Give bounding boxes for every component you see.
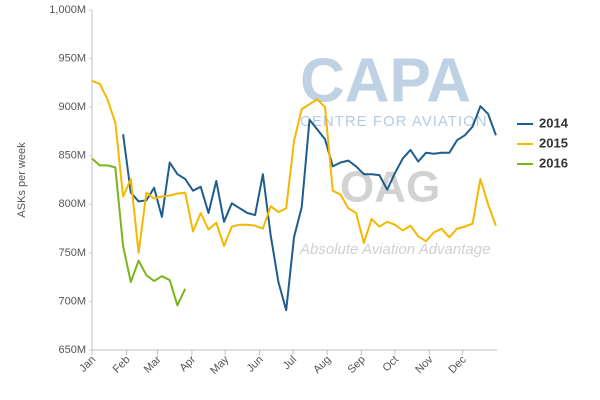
y-tick-label: 950M [58, 52, 86, 64]
x-tick-label: Jun [245, 354, 266, 375]
x-tick-label: Nov [413, 353, 436, 376]
y-tick-label: 1,000M [49, 4, 86, 16]
series-line [91, 157, 187, 307]
y-tick-label: 700M [58, 295, 86, 307]
x-tick-label: Dec [446, 353, 469, 376]
watermark-capa-sub: CENTRE FOR AVIATION [300, 113, 488, 130]
watermark-oag-sub: Absolute Aviation Advantage [299, 241, 490, 258]
legend-label: 2014 [539, 115, 569, 130]
y-axis-label: ASKs per week [16, 142, 28, 218]
x-tick-label: May [208, 353, 232, 377]
watermark-capa: CAPA [300, 46, 471, 115]
x-tick-label: Oct [381, 354, 402, 375]
y-tick-label: 750M [58, 247, 86, 259]
legend-label: 2015 [539, 135, 568, 150]
y-tick-label: 650M [58, 344, 86, 356]
x-tick-label: Apr [177, 353, 198, 374]
y-tick-label: 900M [58, 101, 86, 113]
y-tick-label: 850M [58, 150, 86, 162]
series-line [122, 105, 497, 312]
x-tick-label: Aug [311, 354, 333, 376]
y-tick-label: 800M [58, 198, 86, 210]
series-line [91, 79, 497, 254]
x-tick-label: Mar [142, 353, 164, 375]
watermark-oag: OAG [340, 163, 440, 212]
x-tick-label: Feb [111, 354, 133, 376]
legend-label: 2016 [539, 155, 568, 170]
x-tick-label: Sep [345, 354, 367, 376]
x-tick-label: Jan [77, 354, 98, 375]
x-tick-label: Jul [281, 354, 299, 372]
